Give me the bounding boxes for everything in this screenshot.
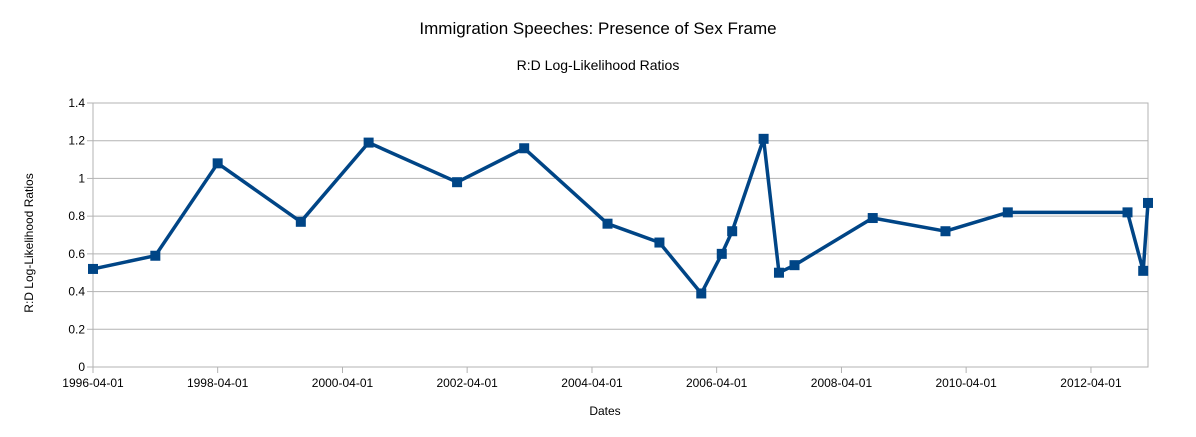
y-tick-label: 1.2 [68, 134, 85, 148]
data-point [1143, 197, 1153, 208]
data-point [867, 213, 878, 224]
series-layer [88, 133, 1153, 299]
y-tick-label: 0.8 [68, 209, 85, 223]
y-tick-label: 0.2 [68, 322, 85, 336]
data-point [654, 237, 665, 248]
data-point [696, 288, 707, 299]
data-point [1138, 265, 1149, 276]
data-point [519, 143, 530, 154]
y-axis-ticks: 0 0.2 0.4 0.6 0.8 1 1.2 1.4 [68, 96, 93, 374]
y-tick-label: 1.4 [68, 96, 85, 110]
x-tick-label: 2008-04-01 [811, 376, 873, 390]
data-point [773, 267, 784, 278]
x-tick-label: 2004-04-01 [561, 376, 623, 390]
data-point [940, 226, 951, 237]
data-point [150, 250, 161, 261]
x-tick-label: 2002-04-01 [436, 376, 498, 390]
plot-area [92, 102, 1149, 368]
x-tick-label: 2012-04-01 [1060, 376, 1122, 390]
x-axis-ticks: 1996-04-01 1998-04-01 2000-04-01 2002-04-01… [62, 367, 1122, 390]
data-point [88, 263, 98, 274]
y-tick-label: 0.6 [68, 247, 85, 261]
data-point [212, 158, 223, 169]
x-tick-label: 2000-04-01 [312, 376, 374, 390]
data-point [758, 133, 769, 144]
data-point [1002, 207, 1013, 218]
data-point [452, 177, 463, 188]
y-tick-label: 1 [78, 171, 85, 185]
data-point [789, 260, 800, 271]
x-axis-label: Dates [589, 404, 620, 418]
data-point [1122, 207, 1133, 218]
y-axis-label: R:D Log-Likelihood Ratios [22, 173, 36, 312]
x-tick-label: 2006-04-01 [686, 376, 748, 390]
data-point [716, 248, 727, 259]
x-tick-label: 1998-04-01 [187, 376, 249, 390]
gridlines [93, 102, 1148, 368]
data-point [727, 226, 738, 237]
y-tick-label: 0 [78, 360, 85, 374]
x-tick-label: 2010-04-01 [935, 376, 997, 390]
chart-subtitle: R:D Log-Likelihood Ratios [517, 57, 680, 73]
x-tick-label: 1996-04-01 [62, 376, 124, 390]
data-point [295, 216, 306, 227]
data-point [363, 137, 374, 148]
data-point [602, 218, 613, 229]
y-tick-label: 0.4 [68, 285, 85, 299]
chart-title: Immigration Speeches: Presence of Sex Fr… [419, 19, 776, 38]
